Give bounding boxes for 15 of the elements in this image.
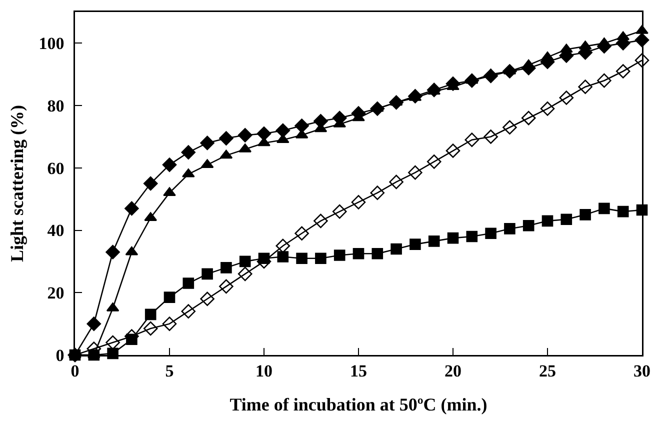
y-tick-label: 80 — [47, 96, 64, 116]
y-tick-label: 60 — [47, 158, 64, 178]
x-tick-label: 15 — [350, 362, 367, 381]
y-tick-label: 0 — [56, 346, 64, 365]
x-tick-label: 20 — [444, 362, 462, 381]
x-tick-label: 30 — [634, 362, 650, 381]
y-tick-label: 40 — [47, 221, 64, 240]
y-tick-label: 20 — [47, 284, 64, 303]
x-tick-label: 10 — [256, 362, 272, 381]
x-axis-title: Time of incubation at 50ºC (min.) — [230, 394, 488, 415]
y-axis-title: Light scattering (%) — [7, 105, 28, 262]
x-tick-label: 5 — [165, 362, 174, 381]
y-tick-label: 100 — [38, 34, 64, 54]
x-tick-label: 25 — [539, 362, 556, 381]
x-tick-label: 0 — [70, 362, 80, 381]
